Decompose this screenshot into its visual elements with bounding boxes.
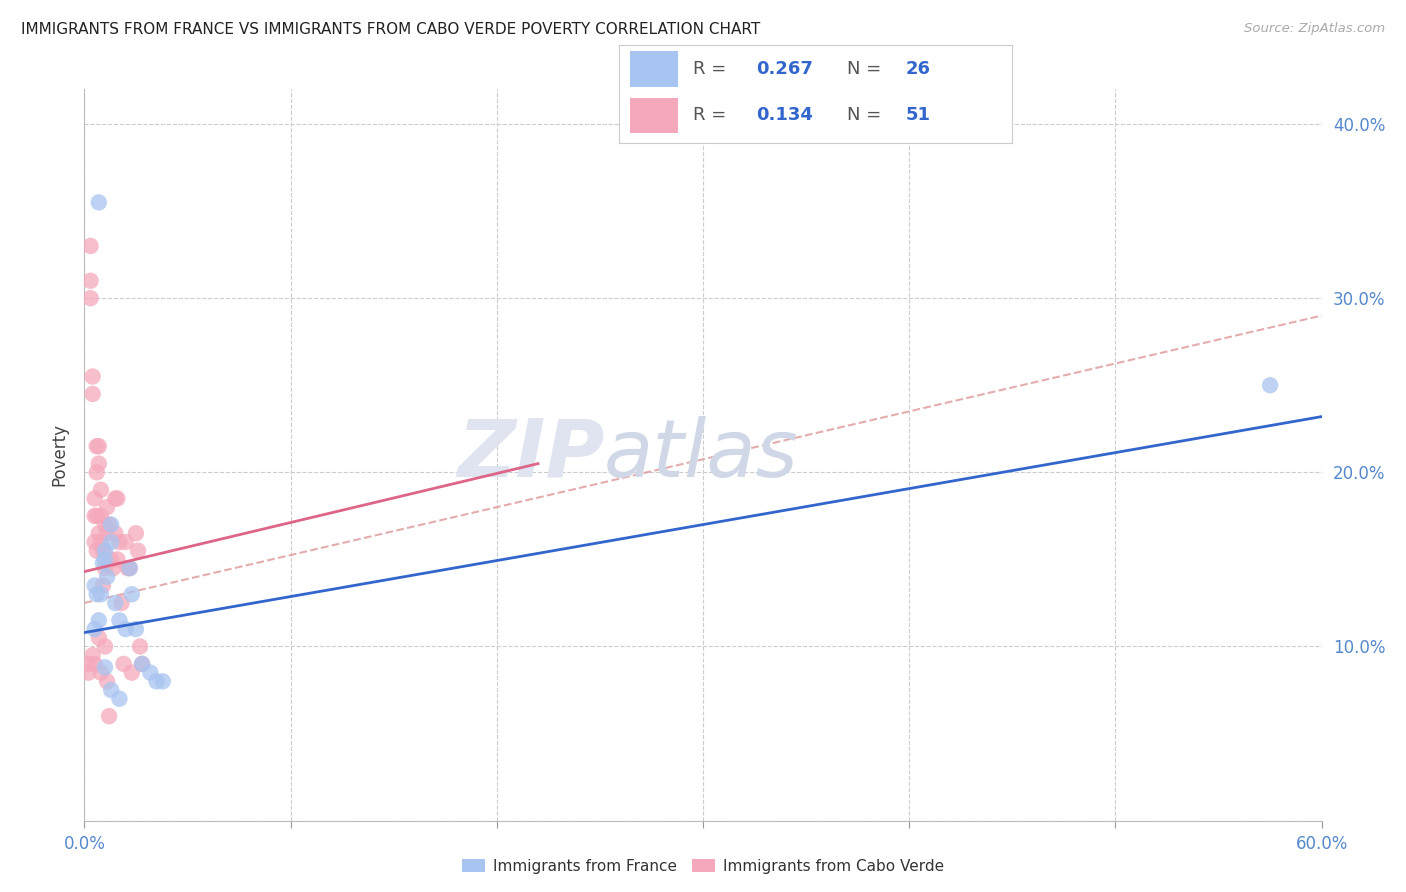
Y-axis label: Poverty: Poverty bbox=[51, 424, 69, 486]
Point bbox=[129, 640, 152, 654]
Point bbox=[83, 508, 105, 523]
Point bbox=[91, 578, 114, 592]
Point bbox=[77, 657, 100, 671]
Point bbox=[118, 561, 141, 575]
Point bbox=[105, 491, 128, 506]
Point bbox=[145, 674, 167, 689]
Point bbox=[121, 665, 143, 680]
Point bbox=[79, 274, 101, 288]
Point bbox=[94, 552, 117, 566]
Point bbox=[77, 665, 100, 680]
Point bbox=[87, 631, 110, 645]
Point bbox=[82, 369, 104, 384]
Point bbox=[87, 439, 110, 453]
Text: 0.267: 0.267 bbox=[756, 60, 813, 78]
Point bbox=[83, 657, 105, 671]
Point bbox=[131, 657, 153, 671]
Point bbox=[94, 640, 117, 654]
Point bbox=[91, 556, 114, 570]
Point bbox=[79, 239, 101, 253]
Point bbox=[104, 491, 127, 506]
Point bbox=[79, 291, 101, 305]
Point bbox=[125, 526, 148, 541]
Point bbox=[108, 691, 131, 706]
Point bbox=[100, 552, 122, 566]
Text: R =: R = bbox=[693, 60, 733, 78]
Point bbox=[108, 535, 131, 549]
Point bbox=[82, 648, 104, 663]
Point bbox=[103, 561, 125, 575]
Point bbox=[98, 517, 121, 532]
Point bbox=[96, 500, 118, 515]
Point bbox=[94, 543, 117, 558]
Point bbox=[87, 526, 110, 541]
Point bbox=[83, 535, 105, 549]
Point bbox=[86, 508, 108, 523]
Point bbox=[94, 660, 117, 674]
Point bbox=[108, 613, 131, 627]
Point bbox=[94, 517, 117, 532]
Point bbox=[90, 587, 112, 601]
Legend: Immigrants from France, Immigrants from Cabo Verde: Immigrants from France, Immigrants from … bbox=[456, 853, 950, 880]
Bar bbox=[630, 97, 678, 133]
Point bbox=[96, 570, 118, 584]
Text: 0.134: 0.134 bbox=[756, 106, 813, 124]
Point bbox=[86, 543, 108, 558]
Point bbox=[114, 622, 136, 636]
Point bbox=[90, 535, 112, 549]
Text: atlas: atlas bbox=[605, 416, 799, 494]
Text: N =: N = bbox=[846, 106, 887, 124]
Point bbox=[110, 596, 132, 610]
Point bbox=[100, 535, 122, 549]
Point bbox=[125, 622, 148, 636]
Point bbox=[83, 491, 105, 506]
Point bbox=[117, 561, 139, 575]
Text: 51: 51 bbox=[905, 106, 931, 124]
Text: 26: 26 bbox=[905, 60, 931, 78]
Text: R =: R = bbox=[693, 106, 733, 124]
Text: ZIP: ZIP bbox=[457, 416, 605, 494]
Point bbox=[86, 439, 108, 453]
Point bbox=[105, 552, 128, 566]
Point bbox=[87, 457, 110, 471]
Point bbox=[1258, 378, 1281, 392]
Point bbox=[131, 657, 153, 671]
Point bbox=[139, 665, 162, 680]
Point bbox=[86, 466, 108, 480]
Point bbox=[87, 195, 110, 210]
Point bbox=[90, 665, 112, 680]
Text: IMMIGRANTS FROM FRANCE VS IMMIGRANTS FROM CABO VERDE POVERTY CORRELATION CHART: IMMIGRANTS FROM FRANCE VS IMMIGRANTS FRO… bbox=[21, 22, 761, 37]
Point bbox=[121, 587, 143, 601]
Point bbox=[87, 613, 110, 627]
Point bbox=[104, 526, 127, 541]
Point bbox=[86, 587, 108, 601]
Point bbox=[90, 483, 112, 497]
Point bbox=[94, 561, 117, 575]
Point bbox=[98, 709, 121, 723]
Point bbox=[114, 535, 136, 549]
Point bbox=[90, 508, 112, 523]
Point bbox=[91, 543, 114, 558]
Text: N =: N = bbox=[846, 60, 887, 78]
Point bbox=[100, 517, 122, 532]
Point bbox=[112, 657, 135, 671]
Point bbox=[82, 387, 104, 401]
Point bbox=[83, 578, 105, 592]
Point bbox=[104, 596, 127, 610]
Point bbox=[96, 526, 118, 541]
Point bbox=[96, 674, 118, 689]
Bar bbox=[630, 52, 678, 87]
Point bbox=[118, 561, 141, 575]
Point bbox=[152, 674, 174, 689]
Point bbox=[83, 622, 105, 636]
Point bbox=[127, 543, 149, 558]
Point bbox=[100, 683, 122, 698]
Text: Source: ZipAtlas.com: Source: ZipAtlas.com bbox=[1244, 22, 1385, 36]
